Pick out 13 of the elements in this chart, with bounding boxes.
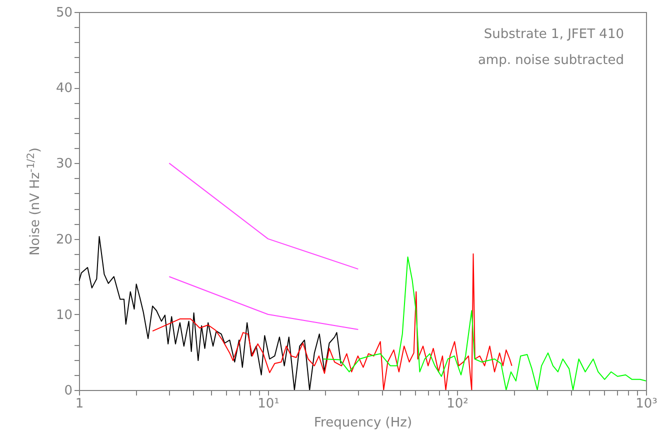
x-tick-label: 1 xyxy=(75,396,84,412)
annotation: Substrate 1, JFET 410 xyxy=(484,27,624,42)
y-tick-label: 20 xyxy=(56,232,72,248)
x-axis-title: Frequency (Hz) xyxy=(314,416,412,430)
y-tick-label: 0 xyxy=(64,384,72,398)
y-tick-label: 40 xyxy=(56,81,72,96)
annotation: amp. noise subtracted xyxy=(478,53,624,68)
y-tick-label: 50 xyxy=(56,6,72,20)
x-tick-label: 10³ xyxy=(636,396,658,412)
y-tick-label: 30 xyxy=(56,156,72,172)
y-tick-label: 10 xyxy=(56,308,72,323)
x-tick-label: 10¹ xyxy=(258,396,280,412)
x-tick-label: 10² xyxy=(446,396,468,412)
